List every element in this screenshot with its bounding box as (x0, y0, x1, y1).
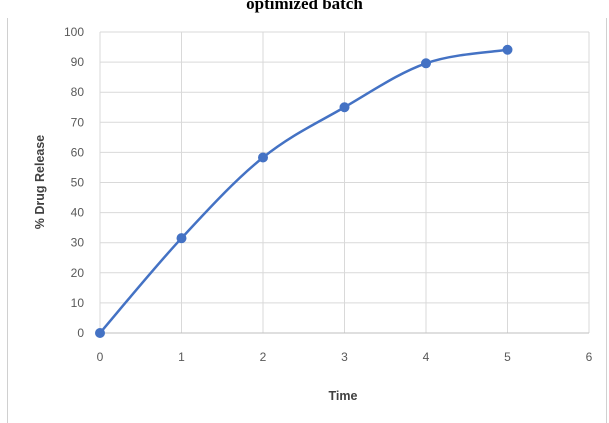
chart-title: optimized batch (246, 0, 363, 13)
y-tick-label: 10 (71, 296, 85, 310)
y-tick-label: 40 (71, 206, 85, 220)
y-axis-title: % Drug Release (33, 135, 47, 230)
y-tick-label: 100 (64, 25, 84, 39)
x-tick-label: 4 (423, 350, 430, 364)
y-tick-label: 30 (71, 236, 85, 250)
x-tick-label: 6 (586, 350, 593, 364)
series-group (95, 44, 513, 338)
data-point (176, 233, 187, 244)
data-point (339, 102, 350, 113)
y-tick-label: 0 (77, 326, 84, 340)
x-axis-title: Time (329, 389, 358, 403)
data-point (421, 58, 431, 69)
x-tick-label: 0 (97, 350, 104, 364)
y-tick-label: 50 (71, 176, 85, 190)
x-tick-label: 2 (260, 350, 267, 364)
y-tick-label: 90 (71, 55, 85, 69)
grid-lines (100, 31, 590, 333)
x-tick-label: 5 (504, 350, 511, 364)
tick-labels: 0 10 20 30 40 50 60 70 80 90 100 0 1 2 3 4 5 6 (64, 25, 593, 364)
chart-frame-right (606, 18, 607, 423)
x-tick-label: 1 (178, 350, 185, 364)
data-point (258, 152, 268, 163)
y-tick-label: 20 (71, 266, 85, 280)
data-point (95, 328, 105, 338)
chart-frame-left (7, 18, 8, 423)
y-tick-label: 80 (71, 85, 85, 99)
y-tick-label: 70 (71, 115, 85, 129)
x-tick-label: 3 (341, 350, 348, 364)
y-tick-label: 60 (71, 145, 85, 159)
axes (99, 32, 589, 334)
data-point (502, 44, 513, 55)
